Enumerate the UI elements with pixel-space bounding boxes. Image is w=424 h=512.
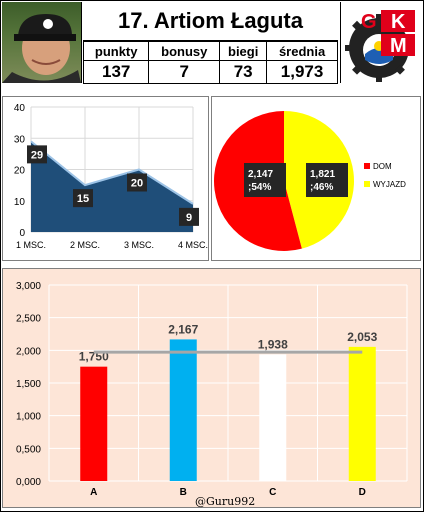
bar — [169, 339, 197, 481]
pie-data-label-percent: ;46% — [310, 182, 333, 193]
monthly-points-area-chart: 0 10 20 30 40 29 15 20 9 1 MSC. 2 MSC. 3 MSC. 4 MSC. — [14, 103, 208, 250]
x-tick-label: B — [180, 487, 187, 498]
stat-value-heats: 73 — [219, 60, 268, 84]
logo-letter-k: K — [391, 11, 406, 33]
y-tick-label: 10 — [14, 197, 26, 208]
data-label: 9 — [186, 212, 192, 224]
y-tick-label: 1,000 — [16, 412, 41, 423]
data-label-box — [179, 207, 199, 226]
gate-average-bar-chart: 0,0000,5001,0001,5002,0002,5003,0001,750… — [16, 281, 408, 498]
bar — [348, 346, 376, 481]
data-label-box — [73, 189, 93, 208]
club-logo: G K M — [340, 2, 421, 83]
legend-label: DOM — [373, 162, 392, 171]
rider-photo — [2, 2, 82, 83]
header: 17. Artiom Łaguta punkty bonusy biegi śr… — [82, 2, 338, 84]
author-credit: @Guru992 — [195, 495, 256, 508]
y-tick-label: 0,500 — [16, 444, 41, 455]
area-series — [31, 141, 193, 232]
stat-label-points: punkty — [82, 41, 150, 61]
bar — [259, 354, 287, 481]
y-tick-label: 30 — [14, 134, 26, 145]
y-tick-label: 40 — [14, 103, 26, 114]
logo-letter-g: G — [361, 11, 377, 33]
y-tick-label: 20 — [14, 166, 26, 177]
y-tick-label: 2,000 — [16, 346, 41, 357]
data-label: 15 — [77, 193, 89, 205]
y-tick-label: 2,500 — [16, 314, 41, 325]
pie-data-label-box — [306, 163, 348, 197]
bar-data-label: 2,167 — [168, 322, 198, 336]
logo-letter-m: M — [390, 35, 407, 57]
pie-chart-panel: 2,147 ;54% 1,821 ;46% DOM WYJAZD — [211, 96, 421, 261]
x-tick-label: 1 MSC. — [16, 240, 46, 250]
y-tick-label: 1,500 — [16, 379, 41, 390]
x-tick-label: 3 MSC. — [124, 240, 154, 250]
area-chart-panel: 0 10 20 30 40 29 15 20 9 1 MSC. 2 MSC. 3 MSC. 4 MSC. — [2, 96, 209, 261]
data-label: 20 — [131, 178, 143, 190]
pie-data-label-percent: ;54% — [248, 182, 271, 193]
stat-value-points: 137 — [82, 60, 150, 84]
area-series-outline — [30, 140, 194, 205]
bar-chart-panel: 0,000 0,500 1,000 1,500 2,000 2,500 3,000 1,750… — [2, 268, 421, 508]
bar-data-label: 1,938 — [258, 337, 288, 351]
stat-label-heats: biegi — [219, 41, 268, 61]
bar — [80, 366, 108, 481]
stats-table: punkty bonusy biegi średnia 137 7 73 1,9… — [82, 41, 338, 84]
pie-data-label-value: 1,821 — [310, 169, 335, 180]
y-tick-label: 0 — [19, 228, 25, 239]
stat-label-bonus: bonusy — [148, 41, 221, 61]
stat-value-average: 1,973 — [266, 60, 338, 84]
x-tick-label: A — [90, 487, 97, 498]
data-label-box — [127, 173, 147, 192]
stat-label-average: średnia — [266, 41, 338, 61]
y-tick-label: 0,000 — [16, 477, 41, 488]
x-tick-label: 4 MSC. — [178, 240, 208, 250]
home-away-pie-chart: 2,147 ;54% 1,821 ;46% DOM WYJAZD — [214, 111, 406, 252]
legend-swatch — [364, 163, 370, 169]
data-label: 29 — [31, 149, 43, 161]
x-tick-label: D — [359, 487, 366, 498]
pie-data-label-box — [244, 163, 286, 197]
data-label-box — [27, 145, 47, 164]
legend-swatch — [364, 181, 370, 187]
pie-data-label-value: 2,147 — [248, 169, 273, 180]
x-tick-label: C — [269, 487, 276, 498]
bar-data-label: 2,053 — [347, 330, 377, 344]
legend-label: WYJAZD — [373, 180, 406, 189]
y-tick-label: 3,000 — [16, 281, 41, 292]
x-tick-label: 2 MSC. — [70, 240, 100, 250]
rider-title: 17. Artiom Łaguta — [83, 2, 338, 41]
stat-value-bonus: 7 — [148, 60, 221, 84]
